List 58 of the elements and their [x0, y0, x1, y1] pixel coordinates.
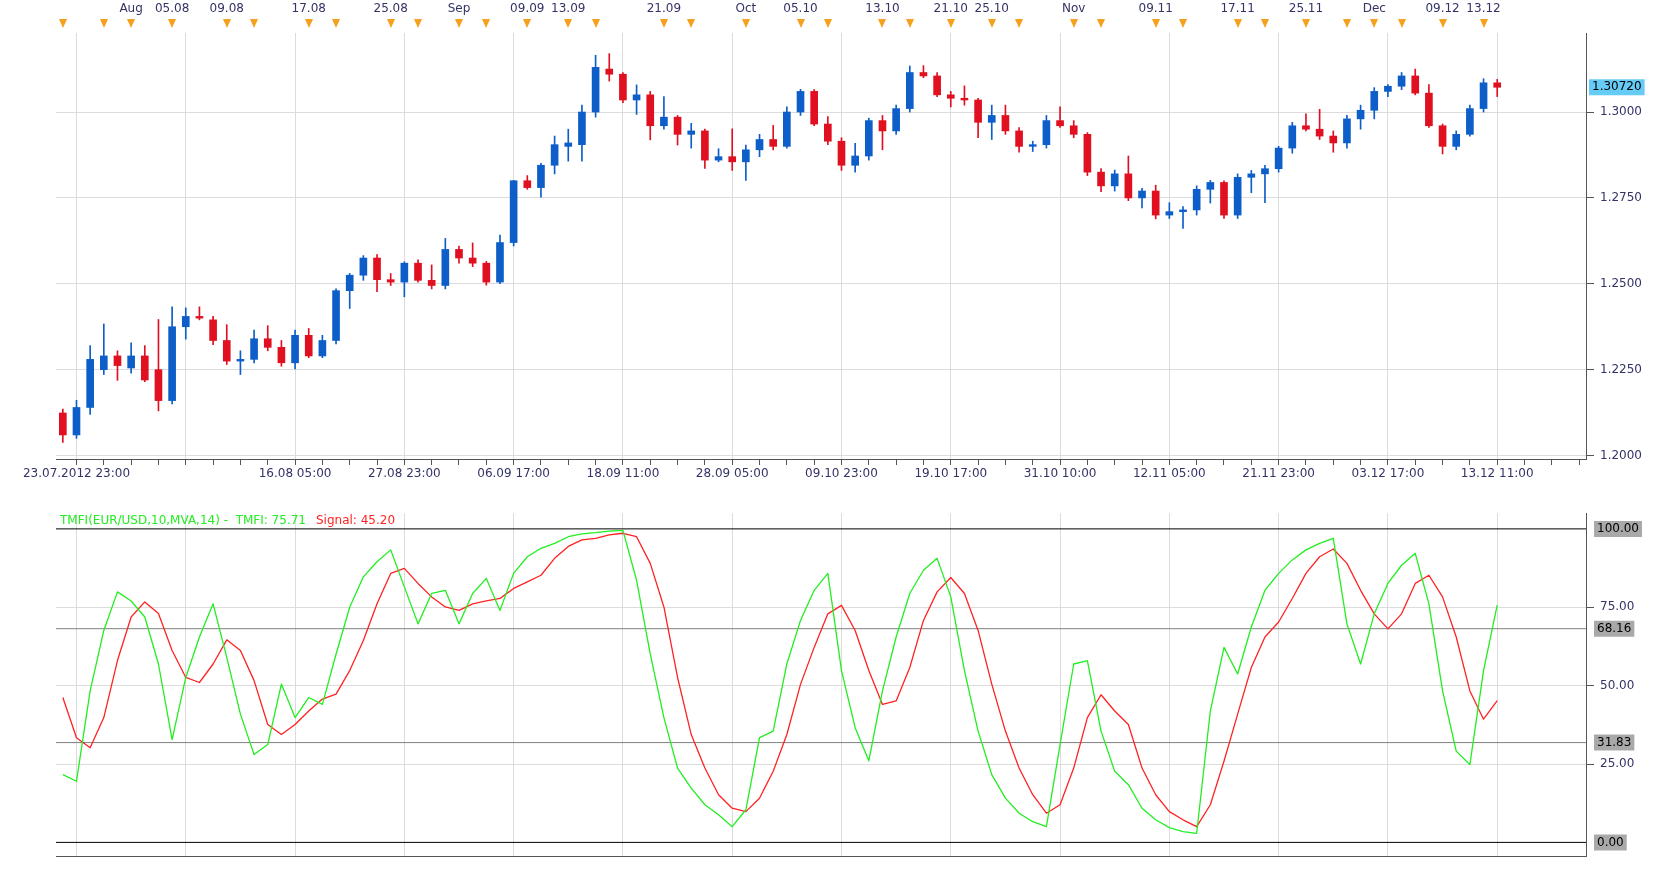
text: 09.08 [209, 1, 244, 16]
ref-line-label: 0.00 [1597, 834, 1624, 849]
text: 09.12 [1425, 1, 1460, 16]
x-tick-label: 28.09 05:00 [695, 466, 769, 481]
text: 05.10 [783, 1, 818, 16]
y-tick-label: 1.3000 [1600, 104, 1642, 119]
text: 25.11 [1288, 1, 1324, 16]
candlestick [1261, 164, 1269, 204]
text: 1.30720 [1592, 79, 1642, 94]
text: 21.09 [646, 1, 682, 16]
y-tick-label: 25.00 [1600, 756, 1635, 771]
candlestick [728, 128, 737, 171]
y-tick-label: 1.2250 [1600, 361, 1642, 376]
text: 17.08 [291, 1, 326, 16]
text: 25.10 [974, 1, 1009, 16]
y-tick-label: 1.2000 [1600, 447, 1642, 462]
text: Dec [1362, 1, 1386, 16]
candlestick [1247, 170, 1256, 194]
y-tick-label: 1.2500 [1600, 275, 1642, 290]
text: 09.11 [1138, 1, 1173, 16]
x-tick-label: 16.08 05:00 [258, 466, 332, 481]
x-tick-label: 19.10 17:00 [914, 466, 988, 481]
text: 21.10 [933, 1, 968, 16]
text: 25.08 [373, 1, 408, 16]
text: Aug [119, 1, 143, 16]
ref-line-label: 31.83 [1597, 734, 1632, 749]
x-tick-label: 21.11 23:00 [1242, 466, 1316, 481]
text: TMFI(EUR/USD,10,MVA,14) - TMFI: 75.71 [59, 513, 306, 528]
candlestick [987, 104, 996, 140]
y-tick-label: 1.2750 [1600, 190, 1642, 205]
x-tick-label: 03.12 17:00 [1351, 466, 1425, 481]
text: Oct [735, 1, 757, 16]
candlestick [660, 96, 668, 130]
y-tick-label: 50.00 [1600, 677, 1635, 692]
text: Sep [447, 1, 471, 16]
text: 05.08 [154, 1, 190, 16]
candlestick [605, 53, 614, 82]
x-tick-label: 31.10 10:00 [1023, 466, 1097, 481]
text: Nov [1062, 1, 1086, 16]
y-tick-label: 75.00 [1600, 599, 1635, 614]
text: 13.09 [551, 1, 586, 16]
x-tick-label: 12.11 05:00 [1132, 466, 1206, 481]
candlestick [564, 128, 573, 162]
ref-line-label: 100.00 [1597, 521, 1639, 535]
candlestick [687, 123, 696, 149]
x-tick-label: 27.08 23:00 [367, 466, 441, 481]
x-tick-label: 23.07.2012 23:00 [22, 466, 131, 481]
x-tick-label: 06.09 17:00 [477, 466, 551, 481]
x-tick-label: 18.09 11:00 [586, 466, 660, 481]
candlestick [386, 273, 395, 286]
text: 09.09 [510, 1, 545, 16]
text: 17.11 [1220, 1, 1255, 16]
text: 13.10 [865, 1, 900, 16]
text: 13.12 [1466, 1, 1501, 16]
x-tick-label: 13.12 11:00 [1460, 466, 1534, 481]
text: Signal: 45.20 [315, 513, 396, 528]
x-tick-label: 09.10 23:00 [805, 466, 878, 481]
ref-line-label: 68.16 [1597, 620, 1632, 635]
